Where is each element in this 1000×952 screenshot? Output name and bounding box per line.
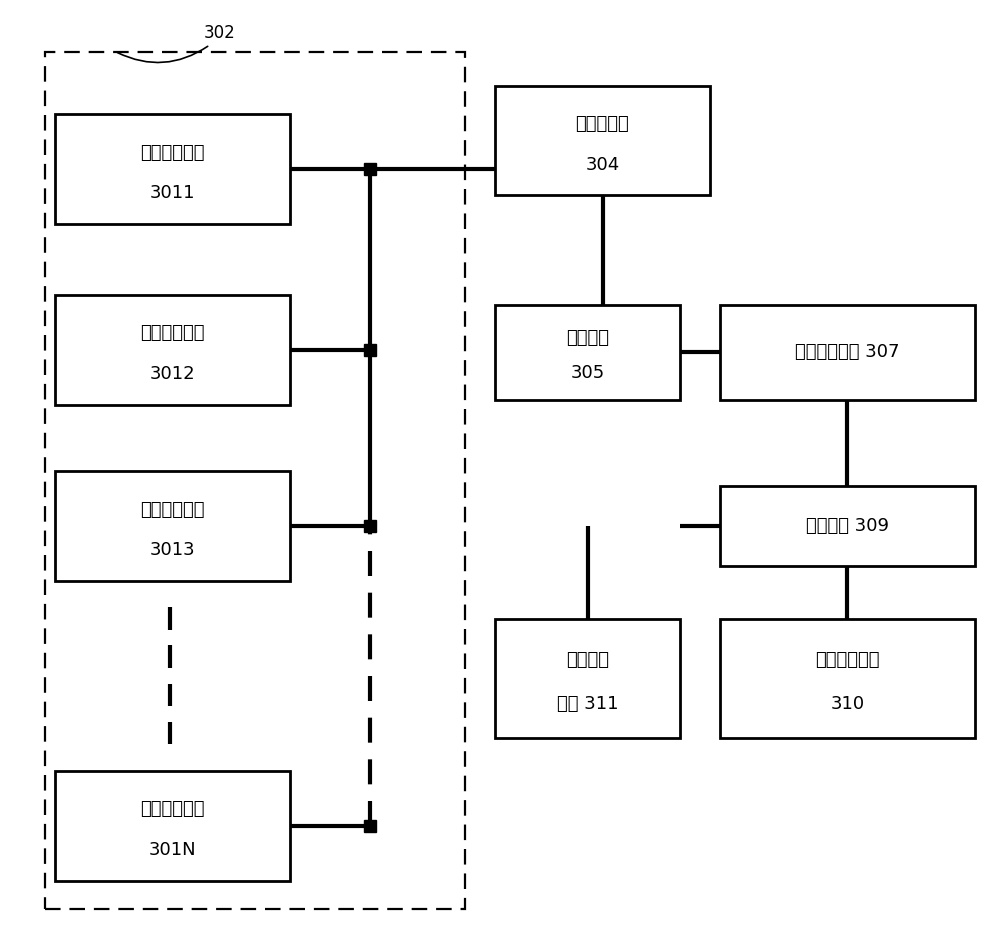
Text: 交流光伏组件: 交流光伏组件	[140, 801, 205, 819]
Text: 系统分析模块: 系统分析模块	[815, 651, 880, 669]
Text: 交流光伏组件: 交流光伏组件	[140, 325, 205, 343]
Text: 304: 304	[585, 155, 620, 173]
FancyBboxPatch shape	[720, 486, 975, 566]
Text: 3011: 3011	[150, 184, 195, 202]
Text: 模块 311: 模块 311	[557, 696, 618, 713]
FancyBboxPatch shape	[495, 86, 710, 195]
Text: 数据处理模块 307: 数据处理模块 307	[795, 344, 900, 361]
Text: 网口设备 309: 网口设备 309	[806, 517, 889, 535]
Text: 301N: 301N	[149, 841, 196, 859]
FancyBboxPatch shape	[720, 305, 975, 400]
FancyBboxPatch shape	[495, 619, 680, 738]
Text: 3012: 3012	[150, 365, 195, 383]
Text: 故障控制: 故障控制	[566, 651, 609, 669]
Text: 电源插口: 电源插口	[566, 329, 609, 347]
Text: 交流光伏组件: 交流光伏组件	[140, 144, 205, 162]
FancyBboxPatch shape	[55, 771, 290, 881]
FancyBboxPatch shape	[55, 295, 290, 405]
Text: 3013: 3013	[150, 541, 195, 559]
FancyBboxPatch shape	[55, 114, 290, 224]
FancyBboxPatch shape	[720, 619, 975, 738]
Text: 302: 302	[204, 25, 236, 42]
Text: 310: 310	[830, 696, 865, 713]
Text: 交流配电箱: 交流配电箱	[576, 115, 629, 133]
FancyBboxPatch shape	[55, 471, 290, 581]
FancyBboxPatch shape	[495, 305, 680, 400]
Text: 交流光伏组件: 交流光伏组件	[140, 501, 205, 519]
Text: 305: 305	[570, 365, 605, 382]
